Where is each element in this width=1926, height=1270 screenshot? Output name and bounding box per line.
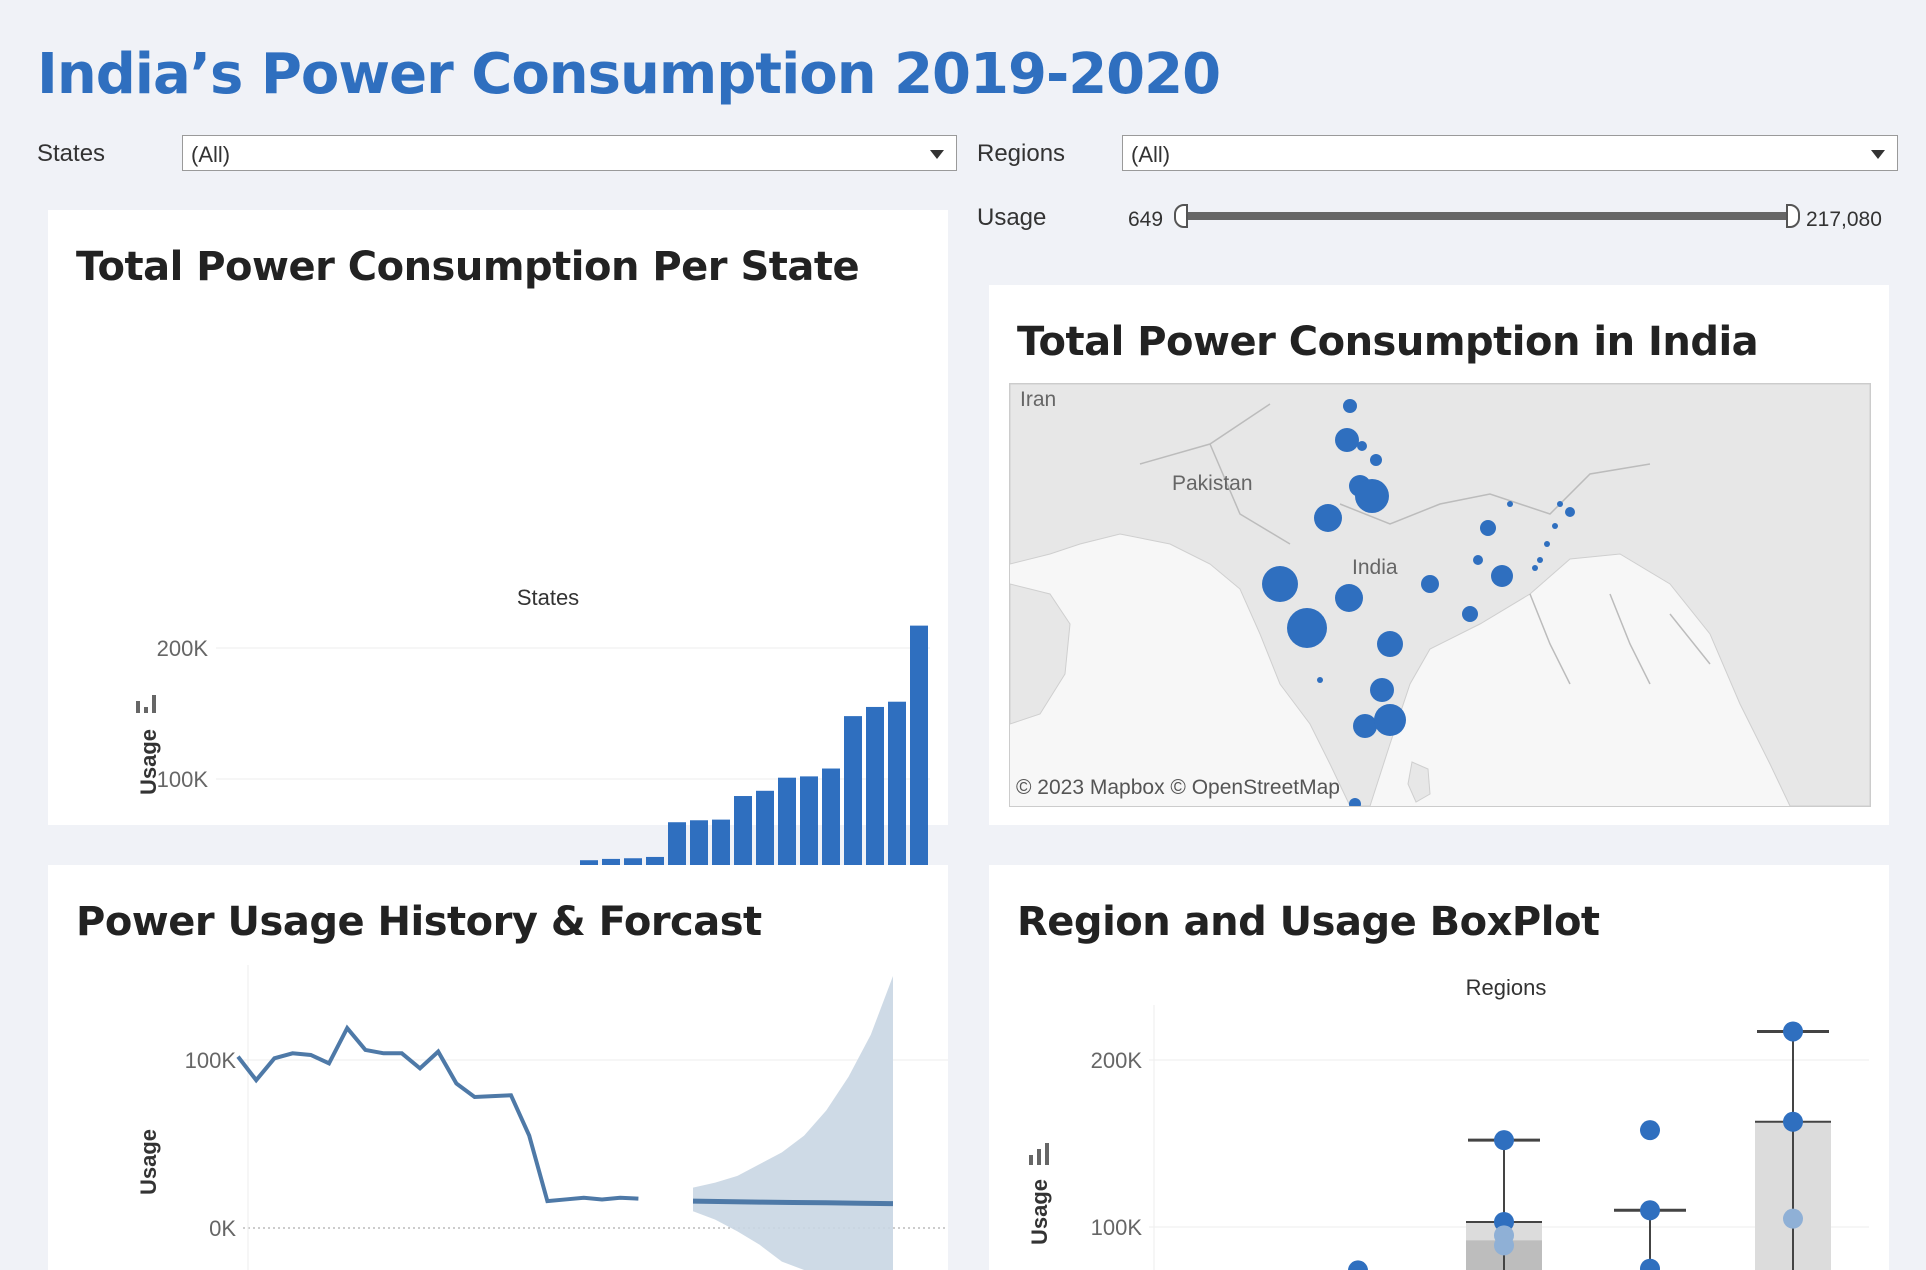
map-title: Total Power Consumption in India <box>1017 319 1759 365</box>
usage-max-handle[interactable] <box>1786 204 1800 228</box>
map-label-india: India <box>1352 556 1398 579</box>
regions-dropdown[interactable]: (All) <box>1122 135 1898 171</box>
line-chart-panel: Power Usage History & Forcast 0K 100K Usag… <box>48 865 948 1270</box>
map-point[interactable] <box>1335 584 1363 612</box>
border-lines <box>1139 403 1711 685</box>
sort-icon-bar <box>1045 1143 1049 1165</box>
box-plot-y-tick: 100K <box>1091 1215 1143 1240</box>
sort-icon-bar <box>144 707 148 713</box>
bar-chart-y-label: Usage <box>136 729 161 795</box>
map-point[interactable] <box>1353 714 1377 738</box>
land-srilanka <box>1407 761 1431 803</box>
map-point[interactable] <box>1355 479 1389 513</box>
box-point <box>1783 1021 1803 1042</box>
map-point[interactable] <box>1349 798 1361 807</box>
box-plot-title: Region and Usage BoxPlot <box>1017 899 1600 945</box>
map-point[interactable] <box>1421 575 1439 593</box>
box-plot-y-label: Usage <box>1027 1179 1052 1245</box>
bar-chart-axis-title: States <box>517 585 579 610</box>
sort-icon-bar <box>152 695 156 713</box>
sort-icon-bar <box>1037 1149 1041 1165</box>
usage-min-value: 649 <box>1128 208 1164 231</box>
bar-chart-y-tick: 200K <box>157 636 209 661</box>
map-label-iran: Iran <box>1020 388 1056 411</box>
box-plot: Regions 100K 200K Usage <box>1027 975 1869 1270</box>
box-point <box>1494 1235 1514 1256</box>
map-point[interactable] <box>1374 704 1406 736</box>
map-panel: Total Power Consumption in India Iran Pa… <box>989 285 1889 825</box>
land-arabia <box>1010 583 1071 725</box>
map-point[interactable] <box>1370 678 1394 702</box>
map-point[interactable] <box>1462 606 1478 622</box>
map-point[interactable] <box>1262 566 1298 602</box>
chevron-down-icon <box>1871 150 1885 159</box>
bar <box>866 706 884 910</box>
map-point[interactable] <box>1507 501 1513 507</box>
map-attribution: © 2023 Mapbox © OpenStreetMap <box>1016 776 1340 799</box>
line-chart-y-label: Usage <box>136 1129 161 1195</box>
forecast-band <box>693 976 893 1270</box>
page-title: India’s Power Consumption 2019-2020 <box>37 42 1221 107</box>
line-chart-y-tick: 0K <box>209 1216 236 1241</box>
map[interactable]: Iran Pakistan India <box>1009 383 1871 807</box>
box-plot-axis-title: Regions <box>1466 975 1547 1000</box>
bar-chart-panel: Total Power Consumption Per State States… <box>48 210 948 935</box>
usage-min-handle[interactable] <box>1174 204 1188 228</box>
box-point <box>1640 1120 1660 1141</box>
map-point[interactable] <box>1335 428 1359 452</box>
map-point[interactable] <box>1480 520 1496 536</box>
map-point[interactable] <box>1537 557 1543 563</box>
map-point[interactable] <box>1370 454 1382 466</box>
box-point <box>1348 1260 1368 1270</box>
box-plot-panel: Region and Usage BoxPlot Regions 100K 200K… <box>989 865 1889 1270</box>
states-dropdown-value: (All) <box>191 142 231 167</box>
forecast-line <box>692 1198 894 1207</box>
map-point[interactable] <box>1377 631 1403 657</box>
states-filter-label: States <box>37 140 106 167</box>
bar-chart-y-tick: 100K <box>157 767 209 792</box>
regions-dropdown-value: (All) <box>1131 142 1171 167</box>
box-plot-y-tick: 200K <box>1091 1048 1143 1073</box>
land-mass <box>1010 384 1870 806</box>
map-point[interactable] <box>1532 565 1538 571</box>
sort-icon <box>136 701 140 713</box>
box-point <box>1783 1208 1803 1229</box>
states-dropdown[interactable]: (All) <box>182 135 957 171</box>
map-point[interactable] <box>1287 608 1327 648</box>
line-chart: 0K 100K Usage <box>136 965 948 1270</box>
sort-icon <box>1029 1155 1033 1165</box>
line-chart-y-tick: 100K <box>185 1048 237 1073</box>
box-point <box>1783 1111 1803 1132</box>
map-point[interactable] <box>1473 555 1483 565</box>
map-point[interactable] <box>1357 441 1367 451</box>
chevron-down-icon <box>930 150 944 159</box>
map-point[interactable] <box>1343 399 1357 413</box>
line-chart-title: Power Usage History & Forcast <box>76 899 762 945</box>
map-point[interactable] <box>1557 501 1563 507</box>
map-point[interactable] <box>1552 523 1558 529</box>
box-point <box>1494 1130 1514 1151</box>
bar <box>910 625 928 910</box>
box-point <box>1640 1258 1660 1270</box>
map-point[interactable] <box>1544 541 1550 547</box>
bar <box>844 716 862 910</box>
map-label-pakistan: Pakistan <box>1172 472 1253 495</box>
usage-max-value: 217,080 <box>1806 208 1882 231</box>
usage-range-slider[interactable] <box>1188 212 1786 220</box>
bar-chart: StatesUsage0K100K200KMizoramNagalandTrip… <box>136 585 930 935</box>
map-point[interactable] <box>1565 507 1575 517</box>
bar-chart-title: Total Power Consumption Per State <box>76 244 860 290</box>
history-line <box>236 1024 639 1204</box>
map-point[interactable] <box>1314 504 1342 532</box>
box-point <box>1640 1200 1660 1221</box>
bar <box>888 701 906 910</box>
map-point[interactable] <box>1491 565 1513 587</box>
map-point[interactable] <box>1317 677 1323 683</box>
regions-filter-label: Regions <box>977 140 1066 167</box>
usage-filter-label: Usage <box>977 204 1047 231</box>
